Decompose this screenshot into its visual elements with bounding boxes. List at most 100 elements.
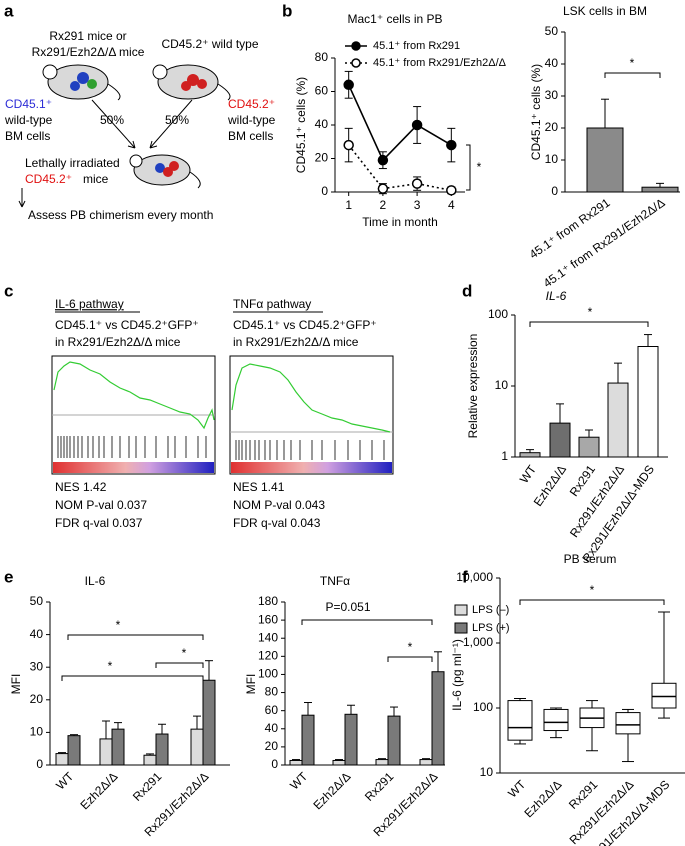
annotation: *	[182, 646, 187, 660]
y-tick-label: 20	[30, 692, 44, 706]
panel-label: f	[462, 567, 468, 586]
y-tick-label: 30	[30, 659, 44, 673]
donor-cells: BM cells	[228, 129, 273, 143]
recipient-label: Lethally irradiated	[25, 156, 120, 170]
y-tick-label: 100	[258, 667, 278, 681]
y-tick-label: 180	[258, 594, 278, 608]
data-point	[343, 79, 354, 91]
legend-swatch	[454, 622, 468, 634]
data-point	[411, 178, 423, 189]
legend-label: LPS (+)	[472, 622, 510, 634]
recipient-label: CD45.2⁺	[25, 172, 72, 186]
arrow	[149, 99, 193, 149]
legend-marker	[351, 41, 361, 51]
y-axis-label: IL-6 (pg ml⁻¹)	[450, 639, 464, 711]
chart-title: IL-6	[85, 574, 106, 588]
y-tick-label: 50	[30, 594, 44, 608]
bar	[190, 728, 204, 766]
legend-swatch	[454, 604, 468, 616]
significance-bracket	[466, 144, 471, 191]
significance-bracket	[529, 321, 649, 327]
bar	[431, 671, 445, 766]
gsea-title: TNFα pathway	[233, 297, 311, 311]
bar	[99, 738, 113, 766]
gsea-panel: IL-6 pathway CD45.1⁺ vs CD45.2⁺GFP⁺ in R…	[51, 297, 394, 530]
annotation: *	[116, 618, 121, 632]
donor-label: CD45.2⁺ wild type	[161, 37, 258, 51]
schematic: Rx291 mice or Rx291/Ezh2Δ/Δ mice CD45.2⁺…	[4, 29, 276, 222]
panel-label: b	[282, 1, 292, 20]
x-tick-label: 4	[448, 198, 455, 212]
y-axis-label: CD45.1⁺ cells (%)	[529, 64, 543, 160]
gsea-stat: FDR q-val 0.043	[233, 516, 321, 530]
panel-label: d	[462, 281, 472, 300]
annotation: *	[477, 160, 482, 174]
data-point	[377, 154, 389, 166]
gsea-stat: NES 1.42	[55, 480, 107, 494]
annotation: P=0.051	[325, 600, 370, 614]
y-tick-label: 160	[258, 612, 278, 626]
annotation: *	[590, 583, 595, 597]
x-axis-label: Time in month	[362, 215, 438, 229]
bar	[641, 186, 679, 193]
y-tick-label: 40	[30, 627, 44, 641]
donor-cells: CD45.2⁺	[228, 97, 275, 111]
significance-bracket	[155, 662, 204, 668]
box	[651, 682, 677, 709]
y-tick-label: 140	[258, 630, 278, 644]
data-point	[343, 139, 354, 151]
y-tick-label: 10	[545, 152, 559, 166]
x-tick-label: WT	[505, 777, 529, 801]
x-tick-label: WT	[517, 462, 540, 486]
x-tick-label: Rx291	[130, 769, 165, 804]
donor-cells: CD45.1⁺	[5, 97, 52, 111]
significance-bracket	[604, 72, 661, 78]
annotation: *	[408, 640, 413, 654]
bar	[143, 754, 157, 766]
x-tick-label: Rx291	[362, 769, 397, 804]
bar	[202, 679, 216, 766]
bar	[111, 728, 125, 766]
data-point	[446, 139, 457, 151]
x-tick-label: Rx291/Ezh2Δ/Δ	[567, 777, 637, 846]
bar	[637, 346, 659, 458]
y-tick-label: 100	[473, 700, 493, 714]
bar	[155, 733, 169, 766]
box	[615, 712, 641, 735]
donor-label: Rx291/Ezh2Δ/Δ mice	[32, 45, 145, 59]
gsea-subtitle: CD45.1⁺ vs CD45.2⁺GFP⁺	[55, 318, 199, 332]
x-tick-label: WT	[287, 769, 311, 793]
x-tick-label: Rx291	[566, 777, 601, 812]
bar	[301, 714, 315, 766]
bar	[289, 759, 303, 766]
y-tick-label: 60	[265, 703, 279, 717]
data-point	[446, 185, 457, 196]
recipient-label: mice	[83, 172, 109, 186]
x-tick-label: WT	[53, 769, 77, 793]
panel-label: e	[4, 567, 13, 586]
assay-label: Assess PB chimerism every month	[28, 208, 213, 222]
mouse-icon	[152, 64, 231, 101]
x-tick-label: 1	[345, 198, 352, 212]
bar	[332, 759, 346, 766]
legend-label: LPS (–)	[472, 604, 509, 616]
ratio: 50%	[165, 113, 189, 127]
bar	[344, 713, 358, 766]
chart-title: TNFα	[320, 574, 350, 588]
donor-cells: wild-type	[227, 113, 276, 127]
y-tick-label: 10	[495, 378, 509, 392]
annotation: *	[588, 305, 593, 319]
gsea-subtitle: CD45.1⁺ vs CD45.2⁺GFP⁺	[233, 318, 377, 332]
ratio: 50%	[100, 113, 124, 127]
x-tick-label: Ezh2Δ/Δ	[521, 777, 564, 820]
gsea-stat: NOM P-val 0.043	[233, 498, 325, 512]
y-tick-label: 50	[545, 24, 559, 38]
y-tick-label: 120	[258, 649, 278, 663]
y-tick-label: 1,000	[463, 635, 493, 649]
chart-title: IL-6	[546, 289, 567, 303]
donor-cells: wild-type	[4, 113, 53, 127]
y-tick-label: 40	[265, 721, 279, 735]
annotation: *	[630, 56, 635, 70]
bar	[578, 436, 600, 458]
